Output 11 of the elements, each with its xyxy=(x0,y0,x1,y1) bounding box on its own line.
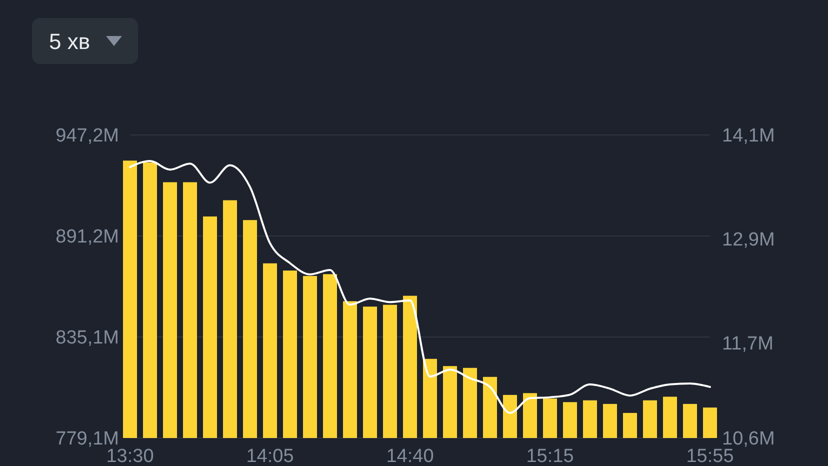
x-tick-label: 14:40 xyxy=(386,446,434,466)
y2-tick-label: 14,1M xyxy=(722,126,775,147)
y-tick-label: 947,2M xyxy=(56,126,119,147)
y2-tick-label: 12,9M xyxy=(722,230,775,251)
y2-tick-label: 11,7M xyxy=(722,333,774,354)
x-tick-label: 15:15 xyxy=(526,446,574,466)
interval-selector: 5 хв xyxy=(32,18,138,64)
y-tick-label: 835,1M xyxy=(56,328,119,349)
x-tick-label: 14:05 xyxy=(246,446,294,466)
y-tick-label: 891,2M xyxy=(56,226,119,248)
line-series xyxy=(129,160,711,414)
